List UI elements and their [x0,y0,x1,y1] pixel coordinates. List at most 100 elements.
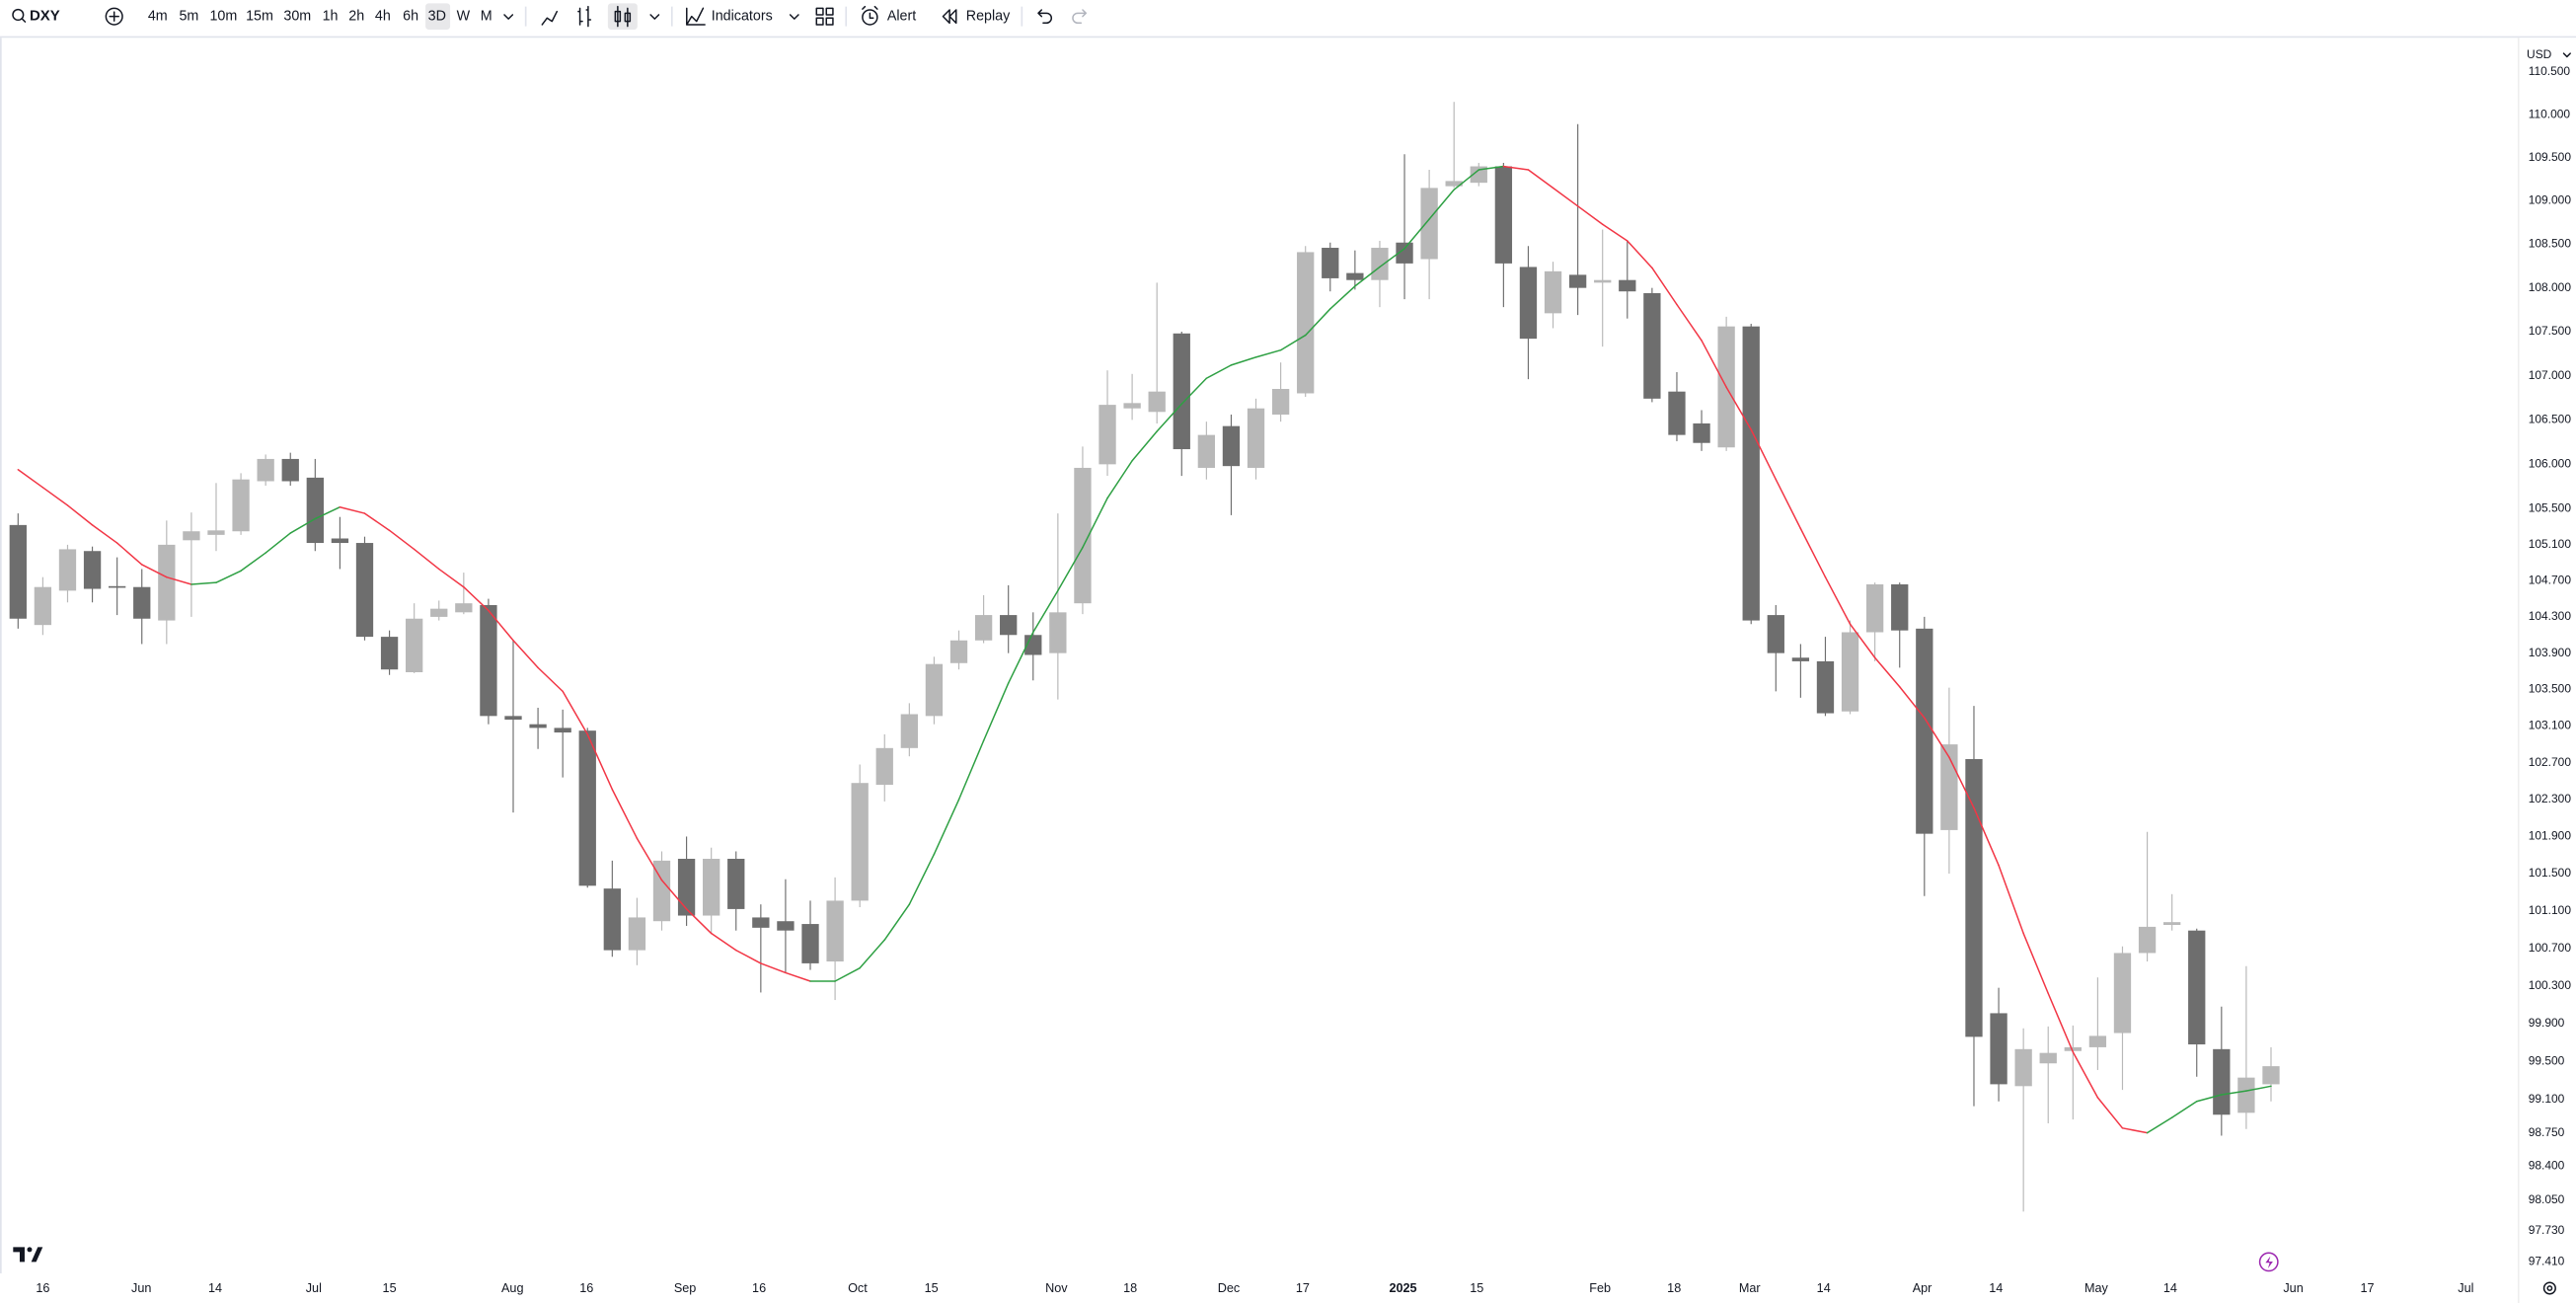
candle-body [1594,279,1612,283]
candle-body [2237,1077,2255,1113]
logo-part [31,1247,43,1263]
y-tick-label: 99.100 [2529,1092,2565,1106]
y-tick-label: 108.000 [2529,280,2572,294]
symbol[interactable]: DXY [30,8,60,25]
candle-body [1643,292,1661,399]
candle-body [1742,326,1760,621]
moving-average-segment [760,962,787,974]
interval-button[interactable]: 5m [179,8,198,24]
moving-average-segment [190,581,217,585]
chart-type-active-bg [607,3,638,30]
x-tick-label: Jul [306,1281,322,1295]
candles-icon-body [614,10,622,23]
moving-average-segment [2221,1090,2247,1096]
currency-label[interactable]: USD [2527,47,2552,61]
moving-average-segment [339,505,366,514]
moving-average-segment [1552,187,1579,207]
candle-body [480,605,497,717]
candle-body [949,640,968,663]
moving-average-segment [166,575,192,585]
y-tick-label: 97.410 [2529,1254,2565,1267]
compare-button[interactable] [105,7,123,26]
interval-button[interactable]: 4m [148,8,168,24]
candle-body [1865,583,1884,633]
moving-average-segment [488,609,514,642]
moving-average-segment [957,739,985,801]
candle-body [1074,467,1092,604]
y-tick-label: 101.500 [2529,866,2572,880]
alert-label[interactable]: Alert [887,8,916,24]
moving-average-segment [636,837,663,881]
chart-type-chevron[interactable] [649,14,660,20]
candle-body [1148,391,1166,413]
tradingview-logo[interactable] [13,1247,43,1263]
candle-body [1099,405,1116,465]
y-tick-label: 103.900 [2529,646,2572,659]
candle-body [1197,434,1216,468]
interval-button[interactable]: 4h [375,8,391,24]
y-tick-label: 110.000 [2529,107,2571,120]
interval-button[interactable]: W [457,8,471,24]
currency-bg [2520,38,2576,58]
interval-button[interactable]: 15m [246,8,273,24]
candle-body [1568,274,1587,288]
x-tick-label: Oct [848,1281,868,1295]
candles-icon[interactable] [614,5,632,28]
layouts-button[interactable] [815,7,834,26]
moving-average-segment [660,879,688,910]
candle-body [974,615,993,641]
intervals-chevron[interactable] [503,14,514,20]
news-flash-button[interactable] [2258,1252,2279,1272]
undo-button[interactable] [1037,9,1052,25]
indicators-chevron[interactable] [789,14,799,20]
moving-average-segment [265,532,291,554]
moving-average-segment [908,853,936,905]
candle-body [1619,279,1636,292]
candle-body [2039,1052,2057,1064]
indicators-label[interactable]: Indicators [712,8,773,24]
moving-average-segment [710,932,737,952]
indicators-button[interactable]: Indicators [686,7,773,26]
flash-icon-ring [2258,1252,2279,1272]
candle-body [108,585,126,588]
candle-body [851,783,869,901]
replay-button[interactable]: Replay [942,8,1011,24]
bars-icon[interactable] [577,5,592,28]
interval-button[interactable]: 6h [403,8,418,24]
moving-average-segment [1973,806,2000,867]
line-tool-icon[interactable] [541,10,559,26]
settings-button[interactable] [2542,1281,2556,1295]
symbol-search[interactable]: DXY [12,8,60,25]
moving-average-segment [1007,631,1034,684]
candle-body [58,549,77,591]
layout-cell [825,17,834,26]
y-tick-label: 98.750 [2529,1125,2565,1139]
currency-chevron[interactable] [2562,52,2571,58]
redo-button[interactable] [1072,9,1088,25]
interval-button[interactable]: M [481,8,492,24]
candle-body [1470,166,1487,184]
interval-button[interactable]: 30m [283,8,311,24]
moving-average-segment [611,788,639,840]
moving-average-segment [785,971,811,982]
moving-average-segment [215,570,242,583]
interval-button[interactable]: 2h [348,8,364,24]
replay-label[interactable]: Replay [966,8,1011,24]
interval-button[interactable]: 1h [323,8,339,24]
alert-button[interactable]: Alert [862,5,916,26]
candle-body [331,538,349,544]
candle-body [2064,1046,2082,1051]
interval-button[interactable]: 10m [209,8,237,24]
active-interval-bg [425,3,451,30]
y-tick-label: 105.500 [2529,501,2572,515]
y-tick-label: 103.100 [2529,719,2572,732]
logo-part [13,1247,25,1263]
moving-average-segment [1354,266,1381,287]
candle-body [703,859,720,916]
interval-button[interactable]: 3D [428,8,446,24]
candle-body [628,917,646,951]
candle-body [1693,422,1710,443]
candle-body [1841,632,1859,712]
